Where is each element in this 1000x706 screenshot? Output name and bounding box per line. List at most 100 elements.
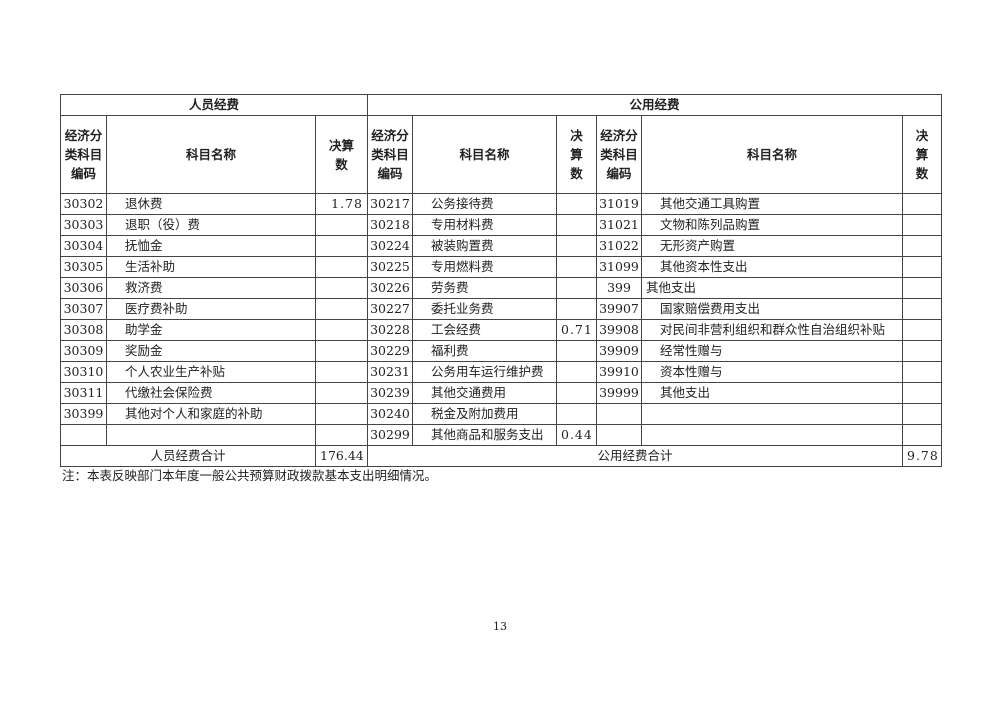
public-item-name: 劳务费 (412, 277, 557, 299)
personnel-item-name: 退职（役）费 (106, 214, 316, 236)
public-amount (556, 298, 597, 320)
table-row: 30299 其他商品和服务支出 0.44 (60, 424, 943, 446)
public-item-name: 专用燃料费 (412, 256, 557, 278)
personnel-amount (315, 424, 368, 446)
personnel-item-name: 救济费 (106, 277, 316, 299)
personnel-code (60, 424, 107, 446)
personnel-item-name: 助学金 (106, 319, 316, 341)
personnel-code: 30303 (60, 214, 107, 236)
public-total-value: 9.78 (901, 445, 943, 467)
public-item-name: 经常性赠与 (641, 340, 903, 362)
public-code: 399 (596, 277, 642, 299)
personnel-amount (315, 382, 368, 404)
public-amount (901, 382, 943, 404)
public-item-name: 对民间非营利组织和群众性自治组织补贴 (641, 319, 903, 341)
public-item-name: 工会经费 (412, 319, 557, 341)
personnel-amount (315, 298, 368, 320)
public-total-label: 公用经费合计 (367, 445, 903, 467)
public-item-name: 其他交通工具购置 (641, 193, 903, 215)
public-amount: 0.71 (556, 319, 597, 341)
public-code: 31099 (596, 256, 642, 278)
table-row: 30310 个人农业生产补贴 30231 公务用车运行维护费 39910 资本性赠与 (60, 361, 943, 383)
public-code: 30227 (367, 298, 413, 320)
personnel-amount (315, 319, 368, 341)
public-code: 39907 (596, 298, 642, 320)
public-code: 31022 (596, 235, 642, 257)
public-code: 30218 (367, 214, 413, 236)
public-amount (901, 214, 943, 236)
code-header: 经济分类科目编码 (596, 115, 642, 194)
code-header: 经济分类科目编码 (367, 115, 413, 194)
personnel-total-label: 人员经费合计 (60, 445, 316, 467)
personnel-amount (315, 235, 368, 257)
public-item-name: 其他支出 (641, 277, 903, 299)
personnel-item-name: 奖励金 (106, 340, 316, 362)
public-item-name: 专用材料费 (412, 214, 557, 236)
public-item-name: 被装购置费 (412, 235, 557, 257)
public-item-name: 公务用车运行维护费 (412, 361, 557, 383)
public-item-name: 公务接待费 (412, 193, 557, 215)
table-row: 30399 其他对个人和家庭的补助 30240 税金及附加费用 (60, 403, 943, 425)
public-code: 39910 (596, 361, 642, 383)
public-header: 公用经费 (366, 94, 943, 116)
public-item-name: 其他商品和服务支出 (412, 424, 557, 446)
table-row: 30305 生活补助 30225 专用燃料费 31099 其他资本性支出 (60, 256, 943, 278)
public-amount (556, 235, 597, 257)
public-amount (901, 277, 943, 299)
public-code: 30231 (367, 361, 413, 383)
public-amount (556, 403, 597, 425)
public-amount (901, 424, 943, 446)
personnel-code: 30306 (60, 277, 107, 299)
public-amount (901, 319, 943, 341)
public-item-name: 无形资产购置 (641, 235, 903, 257)
personnel-code: 30302 (60, 193, 107, 215)
table-row: 30311 代缴社会保险费 30239 其他交通费用 39999 其他支出 (60, 382, 943, 404)
table-row: 30309 奖励金 30229 福利费 39909 经常性赠与 (60, 340, 943, 362)
public-amount (556, 361, 597, 383)
public-code: 30299 (367, 424, 413, 446)
table-note: 注：本表反映部门本年度一般公共预算财政拨款基本支出明细情况。 (62, 468, 438, 483)
public-amount (556, 256, 597, 278)
personnel-code: 30304 (60, 235, 107, 257)
public-code: 31019 (596, 193, 642, 215)
public-amount (901, 403, 943, 425)
public-code: 39999 (596, 382, 642, 404)
personnel-total-value: 176.44 (315, 445, 368, 467)
public-item-name: 资本性赠与 (641, 361, 903, 383)
public-amount (556, 214, 597, 236)
public-amount (556, 340, 597, 362)
public-amount: 0.44 (556, 424, 597, 446)
personnel-item-name: 医疗费补助 (106, 298, 316, 320)
name-header: 科目名称 (641, 115, 903, 194)
personnel-item-name: 其他对个人和家庭的补助 (106, 403, 316, 425)
personnel-amount (315, 361, 368, 383)
personnel-code: 30307 (60, 298, 107, 320)
public-code (596, 424, 642, 446)
personnel-header: 人员经费 (60, 94, 368, 116)
public-item-name: 文物和陈列品购置 (641, 214, 903, 236)
public-item-name (641, 403, 903, 425)
personnel-amount (315, 277, 368, 299)
public-amount (901, 256, 943, 278)
public-item-name: 税金及附加费用 (412, 403, 557, 425)
name-header: 科目名称 (412, 115, 557, 194)
personnel-item-name: 生活补助 (106, 256, 316, 278)
code-header: 经济分类科目编码 (60, 115, 107, 194)
personnel-item-name: 代缴社会保险费 (106, 382, 316, 404)
personnel-item-name: 个人农业生产补贴 (106, 361, 316, 383)
public-code: 39908 (596, 319, 642, 341)
table-row: 30304 抚恤金 30224 被装购置费 31022 无形资产购置 (60, 235, 943, 257)
public-amount (901, 193, 943, 215)
public-item-name: 委托业务费 (412, 298, 557, 320)
public-code: 30225 (367, 256, 413, 278)
public-item-name: 其他支出 (641, 382, 903, 404)
personnel-code: 30399 (60, 403, 107, 425)
public-code: 30229 (367, 340, 413, 362)
public-amount (901, 235, 943, 257)
public-code: 30217 (367, 193, 413, 215)
public-amount (901, 361, 943, 383)
public-code: 30239 (367, 382, 413, 404)
amount-header: 决算数 (556, 115, 597, 194)
personnel-item-name (106, 424, 316, 446)
personnel-code: 30308 (60, 319, 107, 341)
